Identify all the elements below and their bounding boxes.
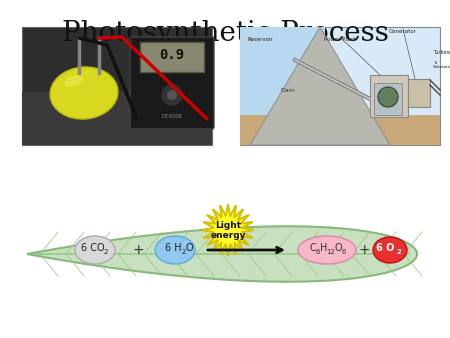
Ellipse shape <box>161 84 183 106</box>
Text: Turbine: Turbine <box>433 50 450 55</box>
Text: 2: 2 <box>104 249 108 255</box>
Text: 6: 6 <box>342 249 346 255</box>
Text: Generator: Generator <box>389 29 417 34</box>
Ellipse shape <box>298 236 356 264</box>
Bar <box>370 75 408 117</box>
Text: 6 CO: 6 CO <box>81 243 105 253</box>
FancyBboxPatch shape <box>130 37 214 129</box>
Ellipse shape <box>167 90 177 100</box>
Text: 2: 2 <box>182 249 186 255</box>
Polygon shape <box>202 204 254 256</box>
Bar <box>374 83 402 115</box>
Ellipse shape <box>155 236 195 264</box>
Text: 2: 2 <box>396 249 401 255</box>
Bar <box>22 92 212 145</box>
Text: +: + <box>132 243 144 257</box>
Text: Power Plant: Power Plant <box>324 37 356 42</box>
Text: H: H <box>320 243 328 253</box>
Text: Dam: Dam <box>280 88 296 93</box>
Ellipse shape <box>64 75 84 87</box>
Polygon shape <box>27 226 417 282</box>
Ellipse shape <box>75 236 115 264</box>
Text: 6: 6 <box>316 249 320 255</box>
Text: 6 O: 6 O <box>376 243 394 253</box>
Bar <box>240 27 325 145</box>
Text: DT-830B: DT-830B <box>162 115 182 120</box>
Bar <box>140 42 204 72</box>
Text: Photosynthetic Process: Photosynthetic Process <box>62 20 388 47</box>
Text: +: + <box>358 243 370 257</box>
Bar <box>240 115 440 145</box>
Bar <box>22 27 212 145</box>
Text: 12: 12 <box>327 249 335 255</box>
Bar <box>240 27 440 145</box>
Text: C: C <box>310 243 316 253</box>
Text: Light: Light <box>215 221 241 231</box>
Ellipse shape <box>50 67 118 119</box>
Text: 0.9: 0.9 <box>159 48 184 62</box>
Ellipse shape <box>373 237 407 263</box>
Text: O: O <box>185 243 193 253</box>
Ellipse shape <box>378 87 398 107</box>
Text: To
Substation: To Substation <box>433 61 450 69</box>
Polygon shape <box>250 27 390 145</box>
Text: 6 H: 6 H <box>165 243 181 253</box>
Text: O: O <box>334 243 342 253</box>
Text: energy: energy <box>210 231 246 240</box>
Bar <box>408 79 430 107</box>
Text: Reservoir: Reservoir <box>247 37 273 42</box>
